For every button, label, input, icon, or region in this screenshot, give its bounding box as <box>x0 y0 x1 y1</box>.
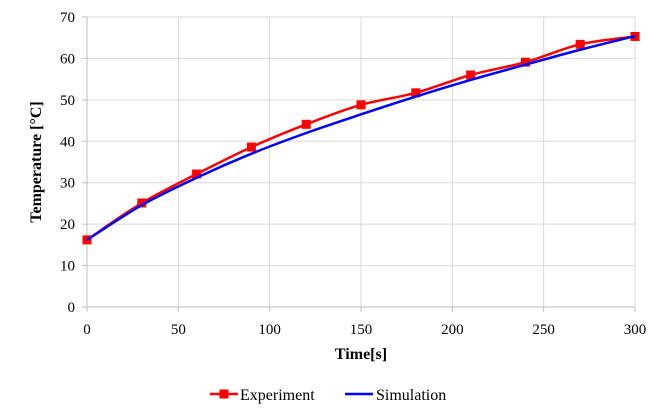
x-tick-label: 200 <box>441 322 464 338</box>
x-tick-label: 250 <box>532 322 555 338</box>
y-tick-label: 70 <box>60 10 75 26</box>
data-point-experiment <box>575 39 585 49</box>
data-point-experiment <box>246 142 256 152</box>
x-tick-label: 0 <box>83 322 91 338</box>
x-tick-label: 300 <box>624 322 647 338</box>
y-tick-label: 50 <box>60 93 75 109</box>
y-tick-label: 60 <box>60 51 75 67</box>
legend-item-experiment: Experiment <box>210 387 315 404</box>
y-tick-label: 10 <box>60 259 75 275</box>
legend-label-simulation: Simulation <box>376 387 446 404</box>
series-simulation <box>86 34 636 241</box>
grid <box>87 16 636 307</box>
x-tick-label: 50 <box>171 322 186 338</box>
data-point-experiment <box>466 70 476 80</box>
data-point-experiment <box>301 119 311 129</box>
legend-label-experiment: Experiment <box>240 387 315 404</box>
y-tick-label: 0 <box>68 300 76 316</box>
legend-marker-experiment <box>219 389 229 399</box>
x-tick-label: 150 <box>350 322 373 338</box>
legend-item-simulation: Simulation <box>345 387 446 404</box>
y-tick-labels: 0 10 20 30 40 50 60 70 <box>60 10 75 316</box>
x-tick-labels: 0 50 100 150 200 250 300 <box>83 322 646 338</box>
y-tick-label: 20 <box>60 217 75 233</box>
y-axis-label: Temperature [°C] <box>28 101 45 222</box>
data-point-experiment <box>137 198 147 208</box>
data-point-experiment <box>520 57 530 67</box>
axes <box>82 16 636 312</box>
y-tick-label: 30 <box>60 176 75 192</box>
y-tick-label: 40 <box>60 134 75 150</box>
series-line-simulation <box>86 34 636 241</box>
legend: Experiment Simulation <box>210 387 446 404</box>
x-axis-label: Time[s] <box>335 346 387 363</box>
x-tick-label: 100 <box>258 322 281 338</box>
series <box>82 31 640 245</box>
data-point-experiment <box>411 88 421 98</box>
data-point-experiment <box>192 169 202 179</box>
data-point-experiment <box>356 100 366 110</box>
